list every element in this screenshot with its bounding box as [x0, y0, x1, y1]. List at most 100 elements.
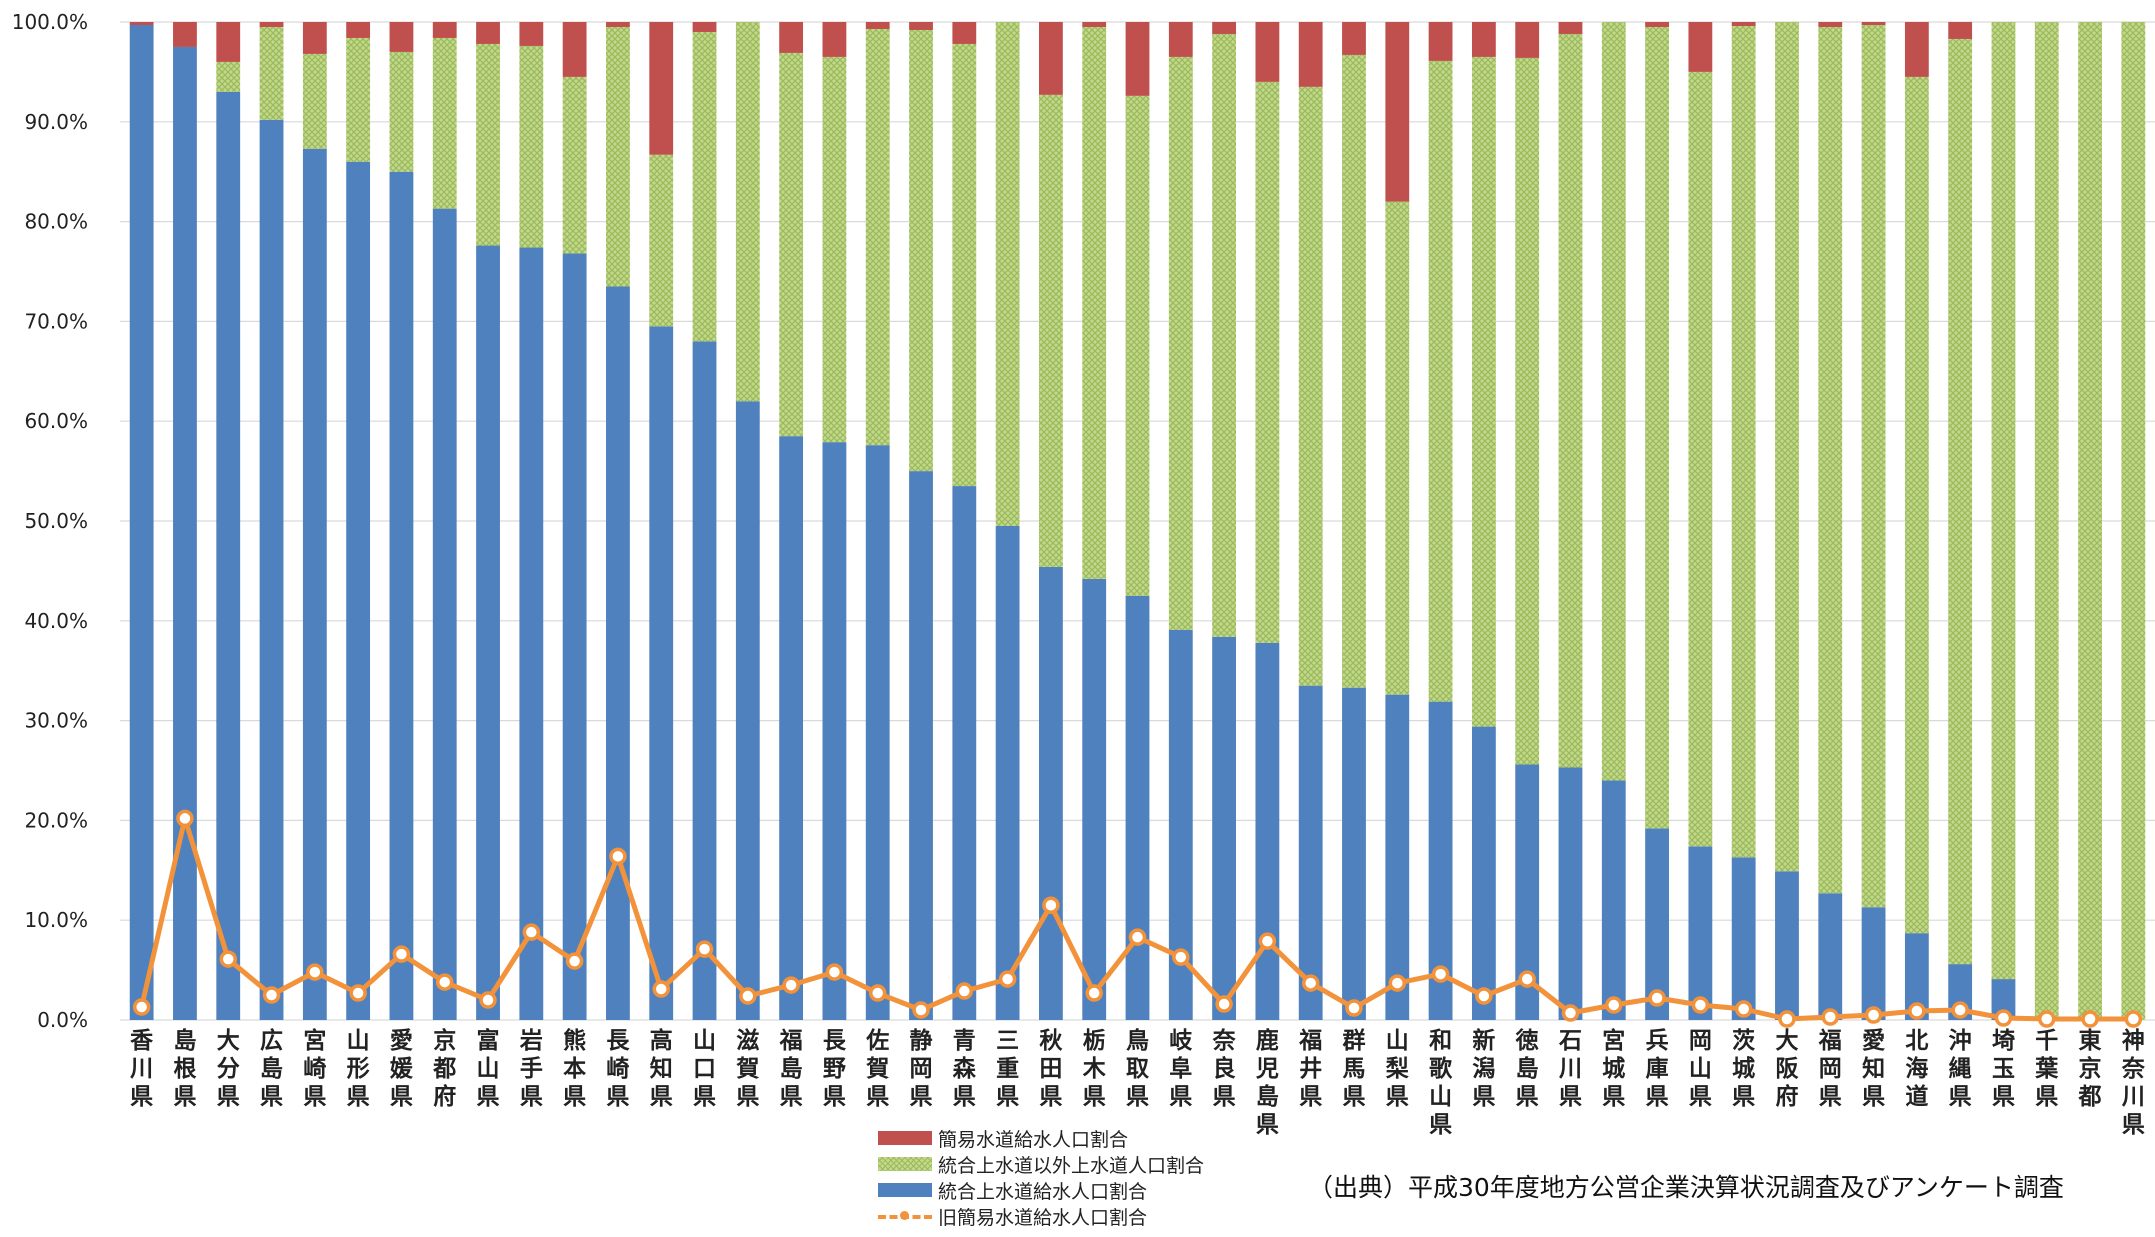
bar-segment	[822, 56, 847, 443]
bar-segment	[952, 486, 977, 1020]
bar-segment	[1948, 22, 1973, 39]
bar-segment	[1038, 22, 1063, 95]
x-tick-label: 大分県	[217, 1028, 240, 1110]
bar-group	[822, 22, 847, 1021]
x-tick-label: 山形県	[347, 1028, 370, 1110]
bar-segment	[735, 401, 760, 1020]
bar-segment	[346, 22, 371, 38]
bar-segment	[562, 76, 587, 254]
bar-segment	[1775, 871, 1799, 1020]
legend-item-integrated-water: 統合上水道給水人口割合	[878, 1177, 1204, 1203]
x-tick-label: 山梨県	[1386, 1028, 1409, 1110]
x-tick-label: 滋賀県	[735, 1027, 759, 1110]
bar-group	[1125, 22, 1150, 1020]
line-point	[1431, 965, 1450, 983]
bar-segment	[302, 22, 327, 54]
bar-segment	[389, 51, 414, 172]
bar-segment	[1861, 907, 1886, 1020]
x-tick-label: 香川県	[130, 1028, 154, 1110]
y-tick-label: 80.0%	[24, 210, 88, 234]
bar-group	[995, 22, 1020, 1020]
bar-segment	[1688, 71, 1713, 847]
line-point	[1258, 932, 1277, 950]
bar-group	[735, 22, 760, 1020]
line-point	[1821, 1008, 1840, 1026]
line-point	[262, 986, 281, 1004]
x-tick-label: 京都府	[432, 1027, 456, 1110]
bar-group	[432, 22, 457, 1021]
bar-segment	[1948, 38, 1973, 965]
bar-segment	[389, 22, 414, 52]
line-point	[1648, 989, 1666, 1007]
x-tick-label: 広島県	[260, 1027, 283, 1110]
bar-segment	[1558, 33, 1583, 768]
bar-group	[1212, 22, 1237, 1020]
bar-group	[779, 22, 804, 1020]
line-point	[1691, 996, 1710, 1014]
x-tick-label: 静岡県	[910, 1027, 933, 1110]
bar-group	[1904, 22, 1929, 1020]
bar-segment	[822, 22, 847, 57]
x-tick-label: 鹿児島県	[1255, 1027, 1279, 1138]
bar-segment	[1255, 642, 1280, 1020]
line-point	[912, 1001, 930, 1019]
line-point	[132, 998, 151, 1016]
line-point	[1042, 896, 1060, 914]
bar-segment	[649, 22, 674, 155]
legend-item-other-water: 統合上水道以外上水道人口割合	[878, 1151, 1204, 1177]
x-tick-label: 山口県	[693, 1028, 716, 1110]
bar-segment	[995, 22, 1020, 526]
x-tick-label: 北海道	[1905, 1028, 1928, 1110]
line-series	[132, 809, 2143, 1028]
legend-label: 簡易水道給水人口割合	[938, 1128, 1129, 1151]
bar-group	[1515, 22, 1540, 1020]
bar-group	[1645, 22, 1669, 1020]
bar-segment	[173, 22, 197, 47]
bar-segment	[909, 471, 933, 1021]
bar-segment	[1515, 57, 1540, 765]
bar-segment	[302, 148, 327, 1021]
bar-segment	[1168, 22, 1193, 57]
bar-segment	[302, 53, 327, 149]
bar-group	[476, 22, 500, 1020]
bar-segment	[1991, 979, 2016, 1020]
bar-segment	[476, 43, 500, 246]
x-tick-label: 岡山県	[1689, 1028, 1712, 1110]
line-point	[1085, 984, 1103, 1002]
bar-segment	[1428, 22, 1453, 61]
bar-segment	[216, 61, 241, 92]
bar-segment	[1688, 846, 1713, 1020]
bar-group	[1255, 22, 1280, 1020]
bar-segment	[1125, 595, 1150, 1020]
legend-label: 統合上水道以外上水道人口割合	[938, 1154, 1205, 1177]
bar-group	[302, 22, 327, 1021]
bar-segment	[1428, 60, 1453, 702]
y-tick-label: 100.0%	[12, 10, 88, 34]
x-tick-label: 千葉県	[2034, 1028, 2059, 1110]
line-point	[1172, 948, 1190, 966]
line-point	[782, 976, 800, 994]
x-tick-label: 岐阜県	[1169, 1028, 1193, 1110]
line-point	[1518, 970, 1536, 988]
bar-segment	[1428, 701, 1453, 1020]
bar-segment	[1038, 566, 1063, 1020]
x-tick-label: 佐賀県	[865, 1028, 889, 1110]
line-point	[2081, 1010, 2099, 1028]
bar-segment	[1688, 22, 1713, 72]
bar-group	[1342, 22, 1366, 1020]
y-tick-label: 70.0%	[24, 309, 88, 333]
bar-segment	[1298, 685, 1323, 1020]
legend: 簡易水道給水人口割合 統合上水道以外上水道人口割合 統合上水道給水人口割合 旧簡…	[878, 1125, 1204, 1229]
bar-segment	[432, 22, 457, 38]
line-point	[609, 847, 627, 866]
x-tick-label: 石川県	[1558, 1028, 1582, 1110]
line-point	[1864, 1006, 1883, 1024]
line-point	[1951, 1001, 1969, 1019]
bar-segment	[1298, 22, 1323, 87]
bar-segment	[1082, 22, 1107, 27]
bar-group	[649, 22, 674, 1020]
bar-group	[216, 22, 241, 1021]
bar-group	[1818, 22, 1843, 1020]
bar-segment	[952, 22, 977, 44]
x-tick-label: 和歌山県	[1429, 1028, 1453, 1138]
